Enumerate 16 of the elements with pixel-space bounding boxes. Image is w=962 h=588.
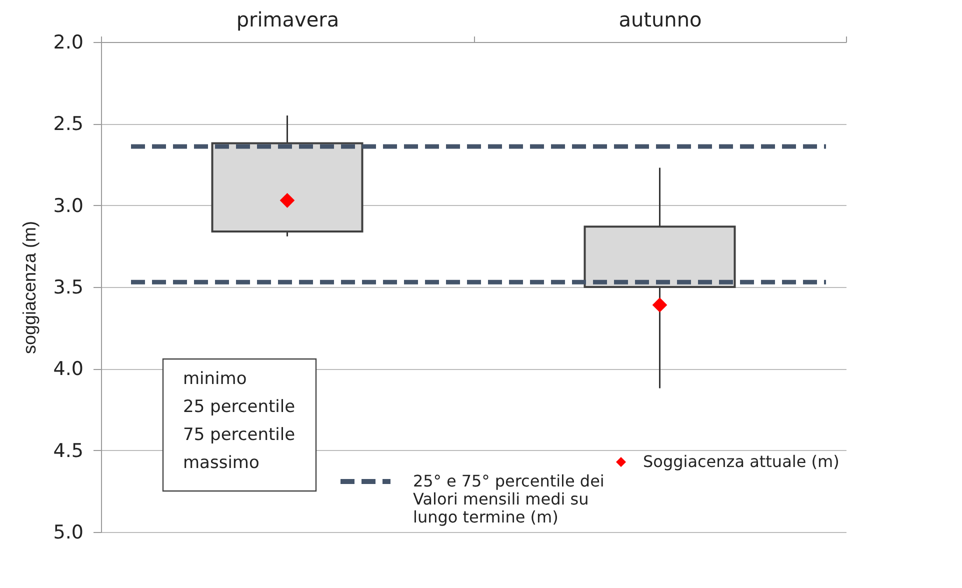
y-tick-label: 4.5 (53, 440, 84, 462)
annotation: massimo (183, 453, 260, 473)
y-tick-label: 3.0 (53, 194, 84, 217)
y-axis-title: soggiacenza (m) (19, 220, 40, 354)
y-tick-label: 3.5 (53, 276, 84, 298)
annotation: minimo (183, 369, 247, 389)
annotation: 75 percentile (183, 425, 296, 445)
x-tick-label: primavera (236, 8, 340, 32)
legend-label: 25° e 75° percentile dei Valori mensili medi su lungo termine (m) (413, 472, 604, 526)
y-tick-label: 2.5 (53, 113, 84, 136)
annotation: 25 percentile (183, 397, 296, 417)
legend-label: Soggiacenza attuale (m) (643, 452, 840, 471)
x-tick-label: autunno (618, 8, 702, 32)
y-tick-label: 2.0 (53, 32, 84, 54)
y-tick-label: 5.0 (53, 522, 84, 544)
y-tick-label: 4.0 (53, 358, 84, 380)
